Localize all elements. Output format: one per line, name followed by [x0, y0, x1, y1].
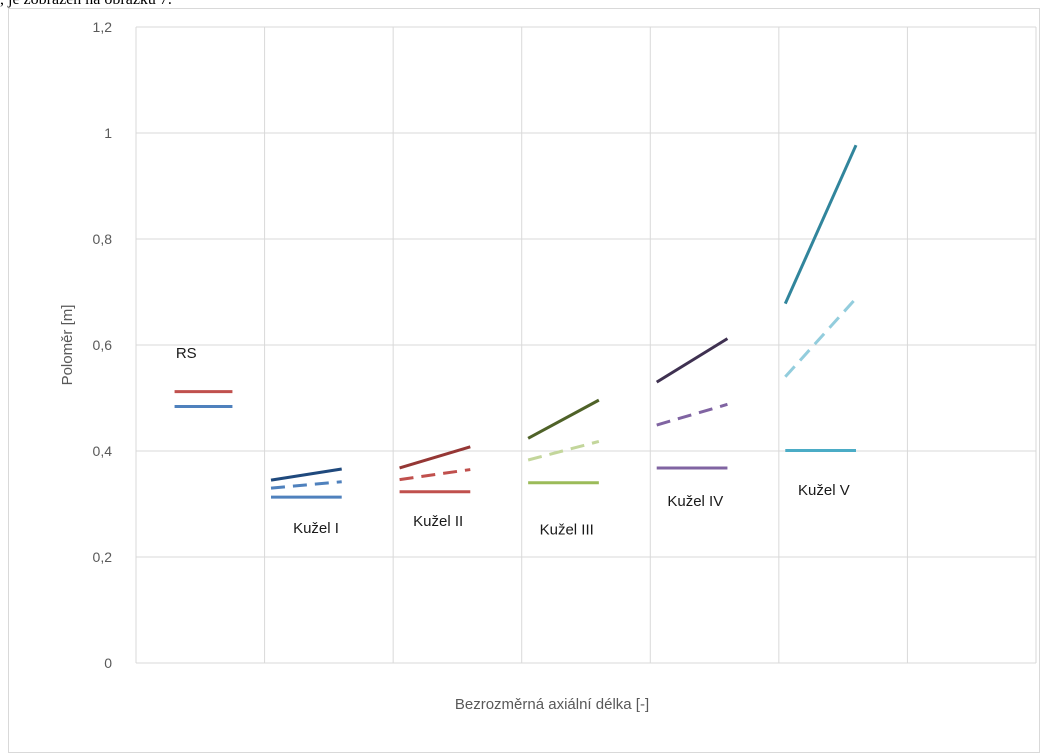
y-tick-labels: 0 0,2 0,4 0,6 0,8 1 1,2: [93, 19, 113, 671]
segment-k3-outer: [527, 398, 600, 440]
y-tick-label: 0: [104, 655, 112, 671]
annotation-kuzel-3: Kužel III: [540, 521, 594, 538]
segment-k1-outer: [270, 467, 342, 482]
y-tick-label: 0,6: [93, 337, 113, 353]
y-tick-label: 1,2: [93, 19, 113, 35]
segment-k5-outer: [783, 144, 858, 305]
annotation-kuzel-2: Kužel II: [413, 513, 463, 530]
annotation-rs: RS: [176, 345, 197, 362]
grid: [135, 26, 1037, 664]
segment-k2-outer: [399, 445, 471, 470]
y-tick-label: 0,2: [93, 549, 113, 565]
y-tick-label: 0,4: [93, 443, 113, 459]
segment-k3-mid: [527, 440, 600, 462]
cropped-body-text: , je zobrazen na obrázku 7.: [0, 0, 172, 9]
y-tick-label: 1: [104, 125, 112, 141]
segment-k1-mid: [270, 480, 342, 490]
annotation-kuzel-1: Kužel I: [293, 520, 339, 537]
segment-k4-mid: [656, 402, 728, 427]
y-tick-label: 0,8: [93, 231, 113, 247]
x-axis-title: Bezrozměrná axiální délka [-]: [455, 696, 649, 713]
segment-k4-outer: [655, 337, 729, 384]
segment-k5-mid: [784, 297, 858, 378]
annotation-kuzel-5: Kužel V: [798, 482, 850, 499]
annotation-kuzel-4: Kužel IV: [667, 493, 723, 510]
series-segments: [174, 144, 858, 499]
segment-k2-mid: [399, 468, 471, 482]
chart-frame: [8, 8, 1040, 753]
annotations: RS Kužel I Kužel II Kužel III Kužel IV Kužel …: [176, 345, 850, 538]
y-axis-title: Poloměr [m]: [59, 305, 76, 386]
